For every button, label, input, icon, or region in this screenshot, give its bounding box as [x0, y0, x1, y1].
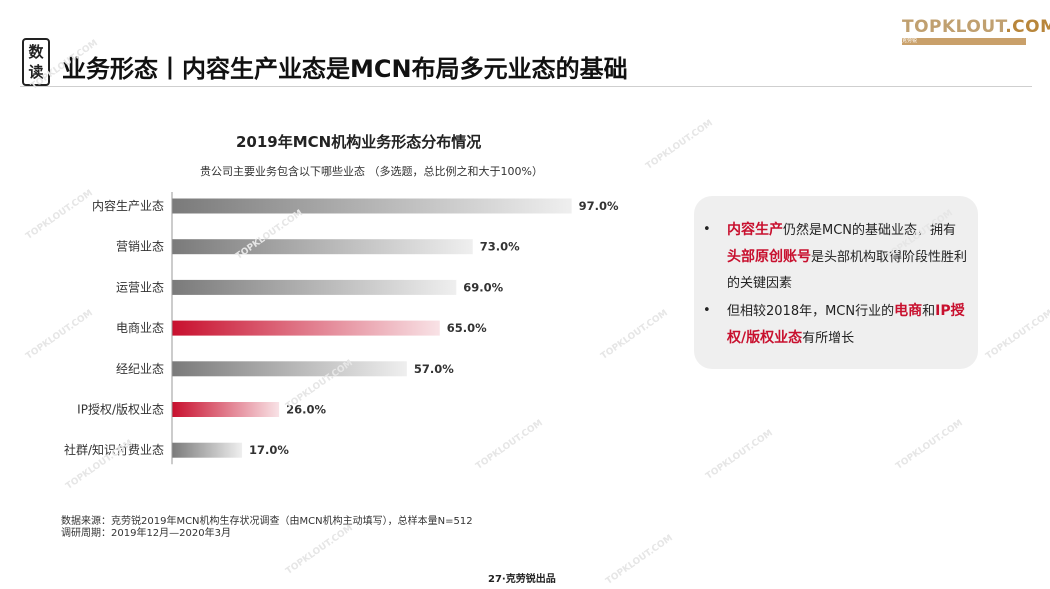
page-footer: 27·克劳锐出品 — [488, 574, 556, 585]
brand-suffix: .COM — [1005, 17, 1050, 37]
category-label: 社群/知识付费业态 — [64, 442, 164, 457]
insight-2-highlight-1: 电商 — [894, 303, 923, 319]
category-label: 内容生产业态 — [92, 198, 164, 213]
bar — [172, 402, 280, 417]
section-badge: 数 读 — [22, 38, 50, 86]
insight-1-highlight-1: 内容生产 — [727, 222, 783, 238]
category-label: 经纪业态 — [116, 362, 164, 376]
data-source: 数据来源：克劳锐2019年MCN机构生存状况调查（由MCN机构主动填写），总样本… — [61, 516, 473, 540]
insight-2-text-3: 有所增长 — [802, 331, 855, 346]
insight-2-highlight-2: IP授权/版权业态 — [727, 303, 965, 346]
category-label: 电商业态 — [116, 320, 164, 335]
chart-title: 2019年MCN机构业务形态分布情况 — [236, 133, 482, 151]
category-label: IP授权/版权业态 — [77, 402, 164, 417]
value-label: 97.0% — [579, 199, 619, 213]
brand-prefix: TOPKLOUT — [902, 17, 1006, 37]
value-label: 57.0% — [414, 362, 454, 376]
insight-1-highlight-2: 头部原创账号 — [727, 249, 811, 265]
brand-tagline: 克劳锐 — [902, 38, 1026, 45]
insight-bullet-1: • — [703, 222, 711, 237]
badge-bottom-char: 读 — [28, 63, 44, 81]
insight-1-text-2: 是头部机构取得阶段性胜利的关键因素 — [727, 250, 968, 291]
insight-2-text-1: 但相较2018年，MCN行业的 — [727, 304, 895, 319]
value-label: 17.0% — [249, 443, 289, 457]
insight-1-text-1: 仍然是MCN的基础业态，拥有 — [783, 223, 957, 238]
data-source-line-1: 数据来源：克劳锐2019年MCN机构生存状况调查（由MCN机构主动填写），总样本… — [61, 516, 473, 527]
value-label: 26.0% — [286, 403, 326, 417]
insight-text-1: 内容生产仍然是MCN的基础业态，拥有头部原创账号是头部机构取得阶段性胜利的关键因… — [727, 217, 967, 297]
insight-bullet-2: • — [703, 303, 711, 318]
data-source-line-2: 调研周期：2019年12月—2020年3月 — [61, 528, 231, 539]
value-label: 73.0% — [480, 240, 520, 254]
brand-logo-text: TOPKLOUT.COM — [902, 17, 1050, 37]
bar — [172, 442, 243, 458]
header-divider — [20, 86, 1032, 87]
bar — [172, 279, 457, 295]
value-label: 69.0% — [463, 280, 503, 294]
badge-top-char: 数 — [28, 43, 44, 61]
bar — [172, 320, 440, 336]
insight-panel — [694, 196, 978, 369]
chart-subtitle: 贵公司主要业务包含以下哪些业态 （多选题，总比例之和大于100%） — [200, 165, 543, 178]
insight-2-text-2: 和 — [922, 304, 936, 319]
category-label: 运营业态 — [116, 280, 164, 294]
insight-text-2: 但相较2018年，MCN行业的电商和IP授权/版权业态有所增长 — [727, 298, 967, 352]
category-label: 营销业态 — [116, 240, 164, 254]
bar — [172, 239, 473, 255]
page-title: 业务形态丨内容生产业态是MCN布局多元业态的基础 — [62, 55, 628, 83]
bar — [172, 361, 407, 377]
bar — [172, 198, 572, 214]
brand-logo: TOPKLOUT.COM 克劳锐 — [902, 17, 1050, 45]
value-label: 65.0% — [447, 321, 487, 335]
